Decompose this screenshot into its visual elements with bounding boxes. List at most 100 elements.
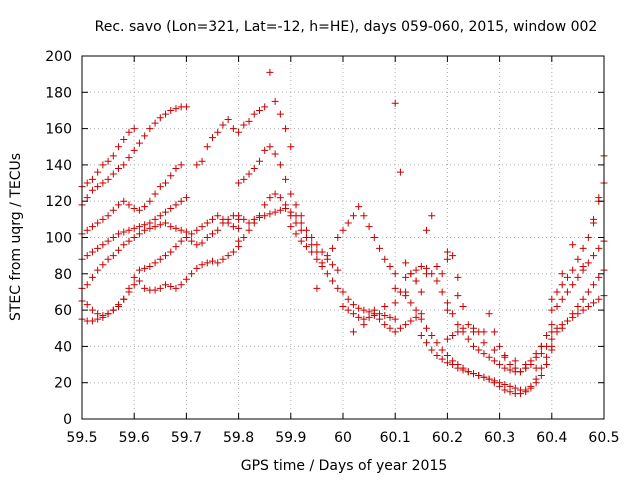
data-point — [485, 375, 493, 383]
data-point — [83, 301, 91, 309]
data-point — [407, 299, 415, 307]
data-point — [386, 263, 394, 271]
data-point — [182, 194, 190, 202]
data-point — [88, 273, 96, 281]
data-point — [381, 302, 389, 310]
data-point — [464, 321, 472, 329]
data-point — [109, 206, 117, 214]
data-point — [125, 226, 133, 234]
data-point — [209, 134, 216, 142]
data-point — [579, 263, 587, 271]
data-point — [501, 353, 509, 361]
data-point — [214, 128, 222, 136]
data-point — [349, 328, 357, 336]
data-point — [339, 226, 347, 234]
data-point — [344, 295, 352, 303]
data-point — [167, 283, 175, 291]
data-point — [563, 273, 571, 281]
data-point — [224, 219, 232, 227]
data-point — [104, 255, 112, 263]
data-point — [182, 103, 190, 111]
y-tick-label: 20 — [54, 376, 72, 392]
data-point — [83, 252, 91, 260]
data-point — [454, 321, 462, 329]
data-point — [297, 212, 305, 220]
data-point — [88, 186, 96, 194]
data-point — [282, 175, 290, 183]
data-point — [120, 197, 128, 205]
data-point — [532, 375, 540, 383]
data-point — [188, 237, 196, 245]
data-point — [250, 110, 258, 118]
data-point — [569, 241, 577, 249]
data-point — [584, 302, 592, 310]
data-point — [569, 266, 577, 274]
data-point — [579, 295, 587, 303]
data-point — [177, 237, 185, 245]
data-point — [302, 234, 310, 241]
x-axis-label: GPS time / Days of year 2015 — [241, 458, 448, 474]
chart-title: Rec. savo (Lon=321, Lat=-12, h=HE), days… — [95, 19, 598, 35]
data-point — [146, 197, 154, 205]
data-point — [329, 244, 337, 252]
data-point — [349, 212, 357, 220]
data-point — [449, 310, 457, 318]
data-point — [214, 226, 222, 234]
data-point — [496, 361, 504, 369]
data-point — [365, 223, 373, 231]
data-point — [130, 224, 138, 232]
data-point — [376, 315, 384, 323]
data-point — [454, 328, 462, 336]
data-point — [172, 165, 180, 173]
data-point — [412, 266, 420, 274]
data-point — [553, 302, 561, 310]
data-point — [167, 172, 175, 180]
data-point — [423, 264, 431, 272]
data-point — [459, 324, 467, 332]
data-point — [391, 299, 399, 307]
data-point — [490, 346, 498, 354]
data-point — [553, 328, 561, 336]
data-point — [245, 226, 253, 234]
data-point — [407, 270, 415, 278]
data-point — [595, 295, 603, 303]
data-point — [172, 284, 180, 292]
y-tick-label: 60 — [54, 303, 72, 319]
y-tick-label: 200 — [45, 49, 72, 65]
data-point — [558, 281, 566, 289]
data-point — [522, 361, 530, 369]
data-point — [135, 266, 143, 274]
data-point — [475, 371, 483, 379]
data-point — [266, 143, 274, 151]
data-point — [271, 190, 279, 198]
data-point — [209, 215, 216, 223]
data-point — [125, 154, 133, 162]
data-point — [198, 239, 206, 247]
data-point — [120, 228, 128, 236]
data-point — [240, 175, 248, 183]
data-point — [308, 248, 316, 256]
data-point — [402, 259, 410, 267]
data-point — [88, 175, 96, 183]
data-point — [240, 215, 248, 223]
data-point — [297, 237, 305, 245]
data-point — [219, 121, 227, 129]
data-point — [109, 170, 117, 178]
data-point — [151, 119, 159, 127]
data-point — [412, 277, 420, 285]
data-point — [104, 237, 112, 245]
data-point — [94, 183, 102, 191]
data-point — [516, 368, 524, 376]
data-point — [407, 317, 415, 325]
data-point — [569, 281, 577, 289]
data-point — [417, 315, 425, 323]
data-point — [172, 224, 180, 232]
data-point — [135, 223, 143, 231]
data-point — [543, 332, 551, 340]
data-point — [558, 295, 566, 303]
data-point — [203, 219, 211, 227]
data-point — [292, 201, 300, 209]
data-point — [584, 288, 592, 296]
data-point — [511, 364, 519, 372]
data-point — [120, 295, 128, 303]
